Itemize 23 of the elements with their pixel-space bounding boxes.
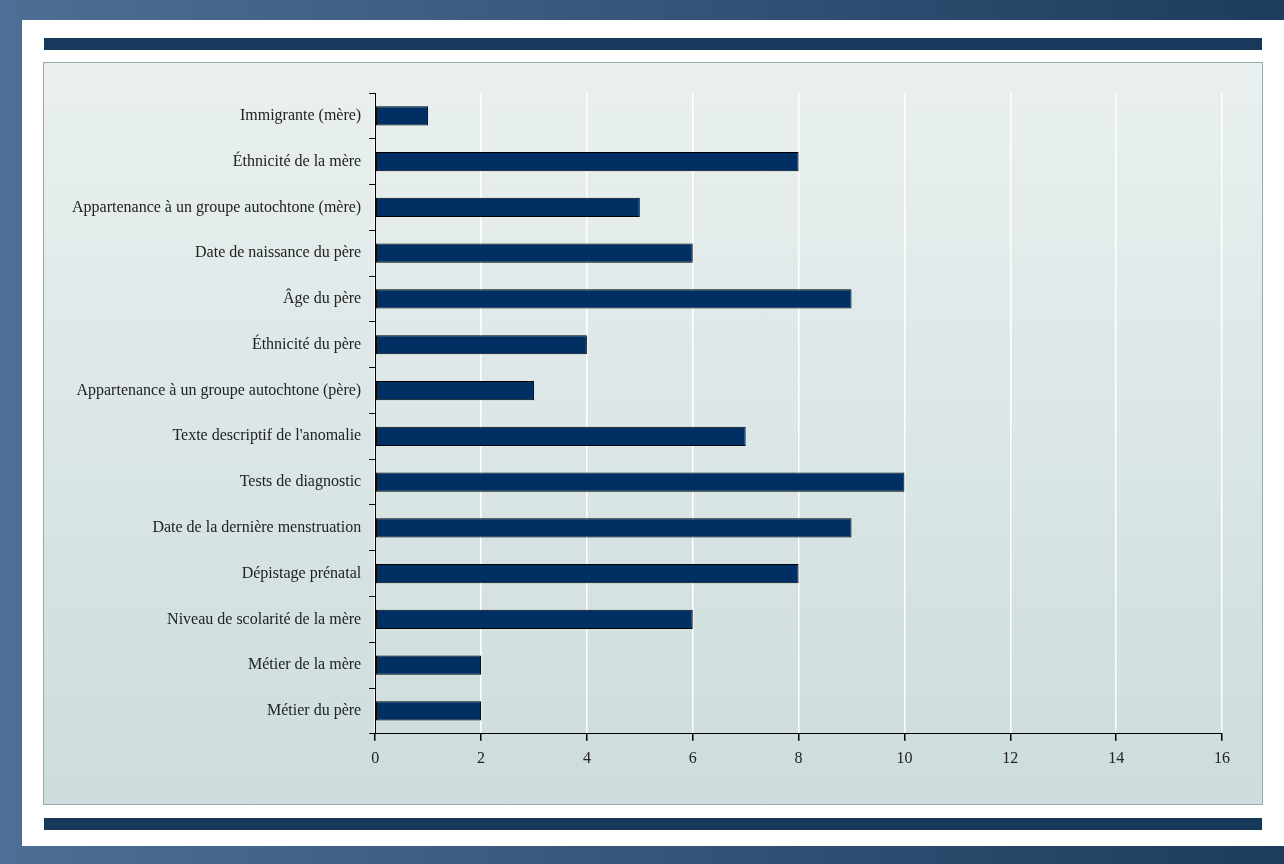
- y-tick-label: Immigrante (mère): [239, 106, 362, 125]
- x-tick-label: 0: [371, 748, 380, 766]
- y-tick-label: Âge du père: [283, 288, 362, 308]
- y-tick-label: Tests de diagnostic: [239, 472, 362, 491]
- y-tick-label: Métier du père: [267, 701, 362, 720]
- y-tick-label: Métier de la mère: [247, 655, 362, 673]
- y-tick-label: Date de naissance du père: [195, 243, 362, 262]
- x-tick-label: 10: [896, 748, 913, 766]
- y-tick-label: Éthnicité du père: [251, 333, 362, 353]
- x-tick-label: 14: [1108, 748, 1125, 766]
- y-tick-label: Appartenance à un groupe autochtone (père): [76, 380, 362, 399]
- y-tick-label: Appartenance à un groupe autochtone (mère): [71, 197, 362, 216]
- x-tick-label: 16: [1214, 748, 1230, 766]
- y-tick-label: Texte descriptif de l'anomalie: [172, 426, 362, 445]
- x-tick-label: 12: [1002, 748, 1019, 766]
- x-tick-label: 8: [794, 748, 803, 766]
- y-tick-label: Éthnicité de la mère: [232, 150, 362, 169]
- y-tick-label: Dépistage prénatal: [241, 563, 362, 582]
- y-tick-label: Niveau de scolarité de la mère: [167, 609, 362, 627]
- x-tick-label: 4: [582, 748, 591, 766]
- y-tick-label: Date de la dernière menstruation: [152, 518, 362, 536]
- x-tick-label: 2: [477, 748, 486, 766]
- x-tick-label: 6: [688, 748, 697, 766]
